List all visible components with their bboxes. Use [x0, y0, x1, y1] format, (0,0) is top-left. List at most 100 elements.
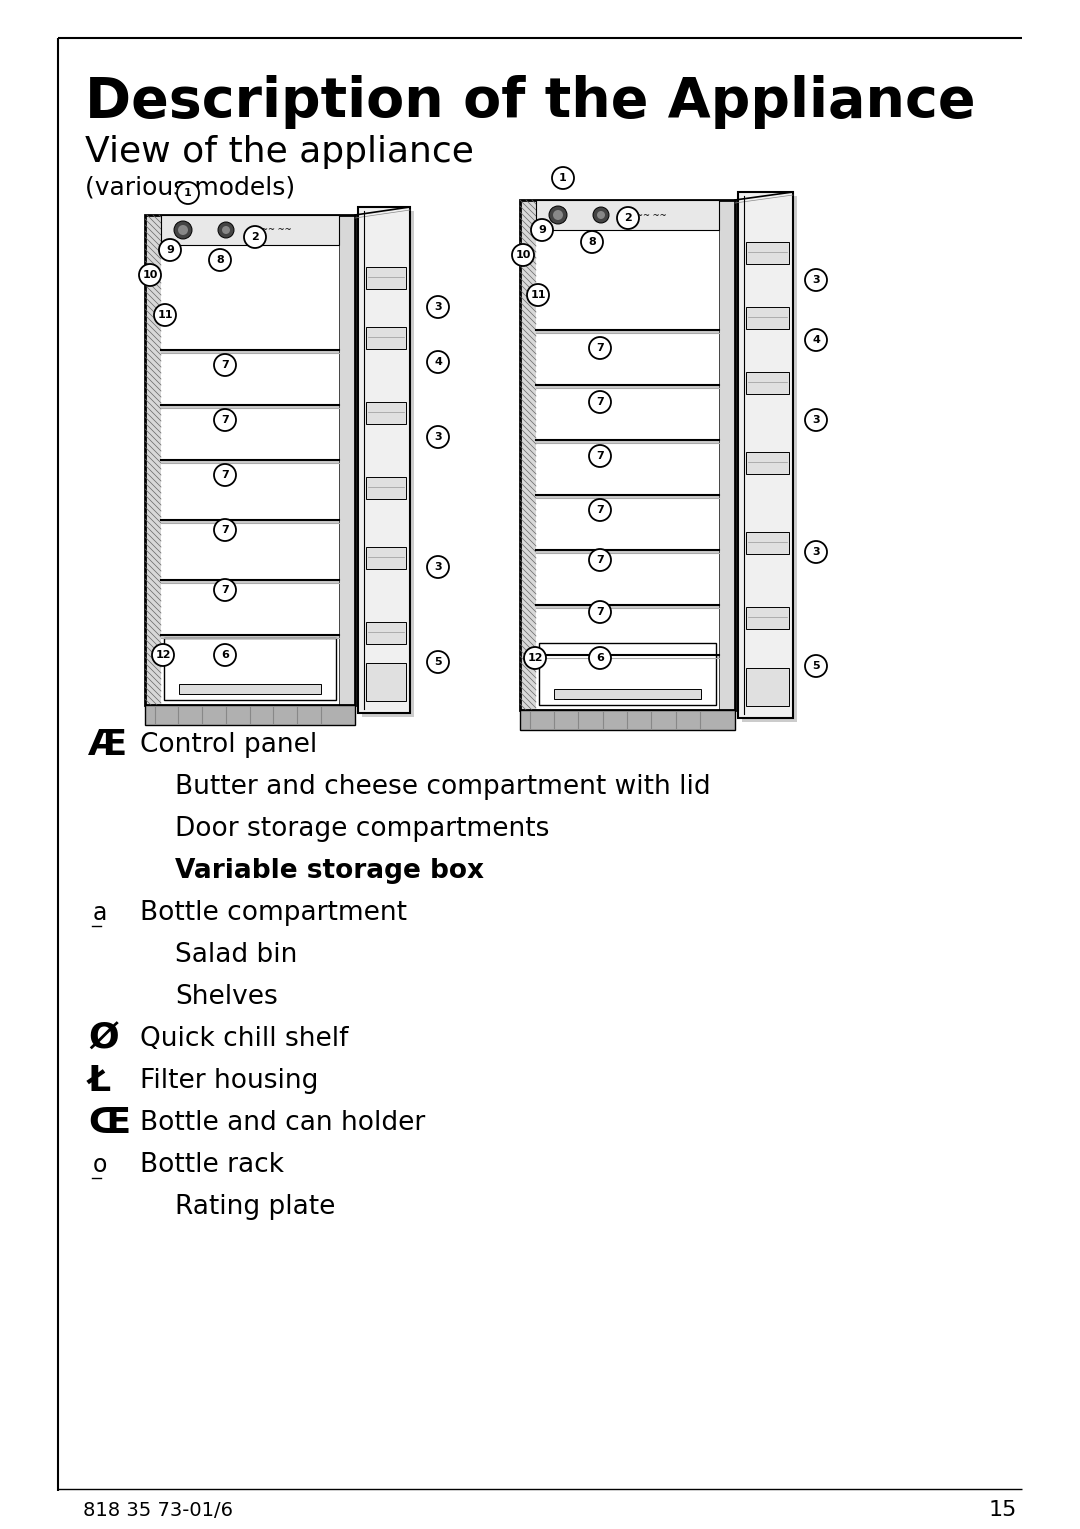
- Bar: [746, 372, 789, 394]
- Bar: [145, 216, 161, 705]
- Bar: [746, 242, 789, 265]
- Bar: [536, 495, 719, 498]
- Bar: [145, 216, 355, 705]
- Text: Bottle compartment: Bottle compartment: [140, 901, 407, 927]
- Circle shape: [527, 284, 549, 306]
- Text: Œ: Œ: [87, 1105, 130, 1141]
- Text: 818 35 73-01/6: 818 35 73-01/6: [83, 1500, 233, 1520]
- Text: 4: 4: [812, 335, 820, 346]
- Circle shape: [152, 644, 174, 667]
- Bar: [742, 196, 797, 722]
- Circle shape: [177, 182, 199, 203]
- Bar: [519, 200, 536, 709]
- Circle shape: [222, 226, 230, 234]
- Circle shape: [589, 445, 611, 466]
- Bar: [746, 453, 789, 474]
- Text: 6: 6: [221, 650, 229, 661]
- Text: 9: 9: [166, 245, 174, 255]
- Circle shape: [427, 651, 449, 673]
- Bar: [539, 644, 716, 705]
- Circle shape: [805, 329, 827, 352]
- Text: 5: 5: [812, 661, 820, 671]
- Bar: [161, 216, 339, 705]
- Circle shape: [218, 222, 234, 239]
- Circle shape: [174, 222, 192, 239]
- Circle shape: [552, 167, 573, 190]
- Text: 12: 12: [156, 650, 171, 661]
- Bar: [536, 605, 719, 609]
- Bar: [554, 690, 701, 699]
- Circle shape: [210, 249, 231, 271]
- Bar: [536, 200, 719, 229]
- Text: Bottle rack: Bottle rack: [140, 1151, 284, 1177]
- Circle shape: [427, 352, 449, 373]
- Text: Bottle and can holder: Bottle and can holder: [140, 1110, 426, 1136]
- Bar: [519, 200, 735, 709]
- Bar: [179, 683, 321, 694]
- Text: ~~ ~~: ~~ ~~: [636, 211, 666, 220]
- Circle shape: [549, 206, 567, 225]
- Text: 3: 3: [434, 433, 442, 442]
- Bar: [536, 550, 719, 553]
- Text: 7: 7: [596, 505, 604, 515]
- Text: 8: 8: [216, 255, 224, 265]
- Circle shape: [524, 647, 546, 670]
- Text: 7: 7: [221, 524, 229, 535]
- Bar: [339, 216, 355, 705]
- Circle shape: [159, 239, 181, 261]
- Circle shape: [589, 647, 611, 670]
- Bar: [536, 330, 719, 333]
- Text: Shelves: Shelves: [175, 985, 278, 1011]
- Text: Ł: Ł: [87, 1064, 111, 1098]
- Text: 7: 7: [596, 607, 604, 618]
- Text: 12: 12: [527, 653, 543, 664]
- Circle shape: [214, 463, 237, 486]
- Bar: [366, 402, 406, 424]
- Text: 7: 7: [596, 342, 604, 353]
- Bar: [164, 638, 336, 700]
- Circle shape: [531, 219, 553, 242]
- Bar: [366, 268, 406, 289]
- Text: 4: 4: [434, 356, 442, 367]
- Text: Butter and cheese compartment with lid: Butter and cheese compartment with lid: [175, 774, 711, 800]
- Circle shape: [597, 211, 605, 219]
- Text: Salad bin: Salad bin: [175, 942, 297, 968]
- Bar: [362, 211, 414, 717]
- Text: 10: 10: [515, 251, 530, 260]
- Text: 11: 11: [530, 291, 545, 300]
- Bar: [161, 520, 339, 524]
- Circle shape: [589, 498, 611, 521]
- Circle shape: [805, 408, 827, 431]
- Text: 1: 1: [184, 188, 192, 197]
- Circle shape: [214, 644, 237, 667]
- Circle shape: [581, 231, 603, 252]
- Bar: [738, 193, 793, 719]
- Circle shape: [593, 206, 609, 223]
- Circle shape: [139, 265, 161, 286]
- Bar: [536, 385, 719, 388]
- Circle shape: [805, 654, 827, 677]
- Text: Description of the Appliance: Description of the Appliance: [85, 75, 975, 128]
- Text: 8: 8: [589, 237, 596, 248]
- Bar: [161, 350, 339, 355]
- Circle shape: [617, 206, 639, 229]
- Circle shape: [214, 518, 237, 541]
- Circle shape: [427, 557, 449, 578]
- Text: 3: 3: [434, 563, 442, 572]
- Circle shape: [427, 427, 449, 448]
- Circle shape: [244, 226, 266, 248]
- Bar: [746, 307, 789, 329]
- Bar: [536, 200, 719, 709]
- Text: 9: 9: [538, 225, 545, 235]
- Circle shape: [805, 269, 827, 291]
- Bar: [366, 327, 406, 349]
- Bar: [357, 206, 410, 713]
- Text: Quick chill shelf: Quick chill shelf: [140, 1026, 349, 1052]
- Bar: [746, 607, 789, 628]
- Text: 3: 3: [812, 414, 820, 425]
- Text: 15: 15: [988, 1500, 1017, 1520]
- Bar: [719, 200, 735, 709]
- Text: 7: 7: [221, 586, 229, 595]
- Circle shape: [589, 336, 611, 359]
- Text: 1: 1: [559, 173, 567, 183]
